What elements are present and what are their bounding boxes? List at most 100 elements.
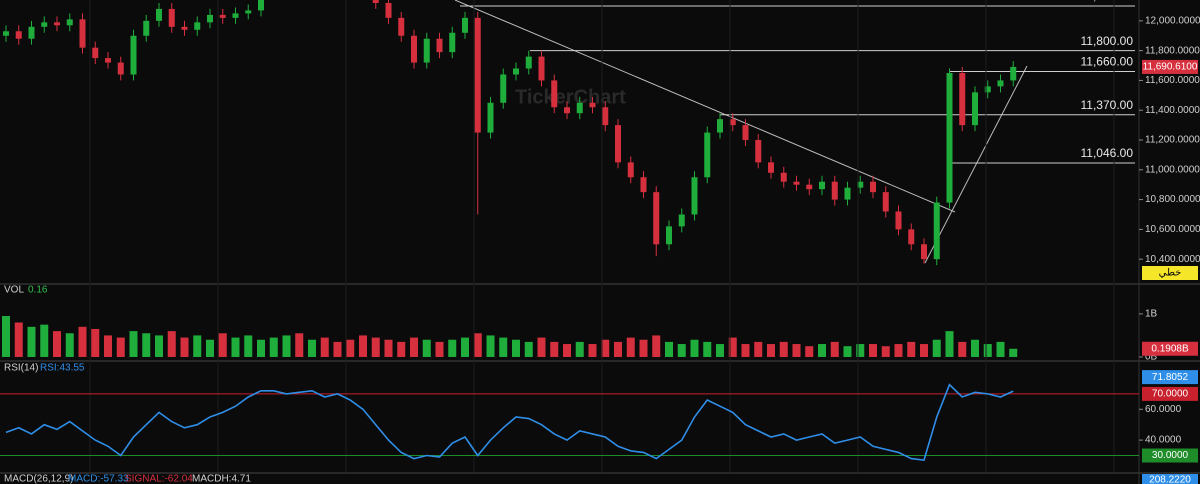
volume-bar: [231, 337, 240, 357]
volume-bar: [728, 337, 737, 357]
y-tick-label: 10,800.0000: [1145, 194, 1200, 205]
upper-label: 70.0000: [1152, 389, 1189, 400]
last-badge: [1142, 370, 1198, 385]
candle-body: [219, 14, 226, 18]
macd-value: MACD:-57.33: [68, 474, 129, 484]
volume-bar: [690, 339, 699, 357]
volume-bar: [384, 339, 393, 357]
volume-bar: [996, 341, 1005, 357]
y-tick-label: 11,200.0000: [1145, 135, 1200, 146]
volume-bar: [269, 337, 278, 357]
candle-body: [972, 92, 978, 126]
candle-body: [54, 22, 60, 26]
volume-bar: [932, 339, 941, 357]
candle-body: [156, 8, 162, 21]
volume-bar: [818, 344, 826, 357]
volume-bar: [422, 339, 431, 357]
candle-body: [806, 184, 813, 190]
candle-body: [678, 214, 685, 227]
candle-body: [895, 211, 902, 230]
candle-body: [717, 119, 723, 133]
candle-body: [946, 72, 953, 203]
candle-body: [28, 26, 35, 39]
candle-body: [500, 74, 507, 103]
level-label: 11,370.00: [1081, 98, 1134, 112]
candle-body: [666, 226, 672, 245]
volume-plot: [2, 316, 1018, 357]
volume-bar: [652, 335, 661, 357]
candle-body: [576, 102, 583, 114]
candle-body: [729, 119, 736, 126]
candle-body: [232, 13, 239, 18]
rsi-line: [5, 383, 1014, 462]
volume-bar: [971, 339, 979, 357]
style-label: خطي: [1159, 268, 1182, 279]
volume-bar: [614, 341, 622, 357]
candle-body: [997, 80, 1004, 87]
volume-bar: [665, 341, 673, 357]
volume-bar: [2, 316, 10, 357]
last-badge: [1142, 341, 1198, 356]
volume-bar: [359, 335, 367, 357]
volume-bar: [958, 341, 967, 357]
candle-body: [780, 172, 787, 182]
volume-bar: [856, 344, 865, 357]
level-label: 11,660.00: [1081, 55, 1134, 69]
y-tick-label: 0B: [1145, 352, 1158, 363]
candle-body: [398, 17, 405, 36]
candle-body: [436, 38, 443, 53]
candle-body: [602, 107, 609, 126]
volume-bar: [346, 339, 355, 357]
volume-bar: [486, 335, 495, 357]
volume-bar: [104, 335, 112, 357]
candle-body: [105, 58, 111, 63]
volume-bar: [983, 344, 992, 357]
candle-body: [423, 38, 430, 63]
volume-bar: [550, 341, 559, 357]
candle-body: [640, 177, 647, 193]
macdh-value: MACDH:4.71: [192, 474, 251, 484]
vol-value: 0.16: [28, 285, 48, 296]
volume-bar: [206, 339, 214, 357]
level-label: 11,800.00: [1081, 34, 1134, 48]
volume-bar: [639, 339, 648, 357]
volume-bar: [703, 341, 712, 357]
volume-bar: [869, 344, 877, 357]
candle-body: [372, 0, 379, 3]
candle-body: [653, 192, 660, 245]
volume-bar: [180, 337, 189, 357]
lower-label: 30.0000: [1152, 450, 1189, 461]
candle-body: [130, 35, 137, 75]
volume-bar: [257, 339, 265, 357]
volume-bar: [881, 346, 890, 357]
volume-bar: [461, 337, 469, 357]
volume-bar: [91, 328, 100, 357]
y-tick-label: 11,000.0000: [1145, 164, 1200, 175]
candle-body: [245, 10, 252, 14]
volume-bar: [308, 339, 316, 357]
candle-body: [768, 162, 774, 173]
candle-body: [3, 31, 9, 36]
volume-bar: [40, 324, 49, 357]
candle-body: [92, 47, 99, 59]
rsi-value: RSI:43.55: [40, 363, 85, 374]
volume-bar: [563, 344, 571, 357]
trend-line: [454, 0, 956, 213]
volume-bar: [830, 341, 839, 357]
candle-body: [564, 107, 570, 114]
lower-badge: [1142, 448, 1198, 463]
candle-body: [385, 2, 392, 18]
volume-bar: [677, 344, 686, 357]
volume-bar: [601, 339, 610, 357]
candle-body: [117, 62, 124, 75]
volume-bar: [716, 344, 724, 357]
candle-body: [41, 22, 48, 27]
candle-body: [551, 80, 558, 108]
candle-body: [908, 229, 915, 245]
candle-body: [449, 32, 456, 53]
volume-bar: [218, 333, 227, 357]
macd-title: MACD(26,12,9): [4, 474, 73, 484]
trend-line: [924, 65, 1028, 264]
volume-bar: [155, 335, 163, 357]
